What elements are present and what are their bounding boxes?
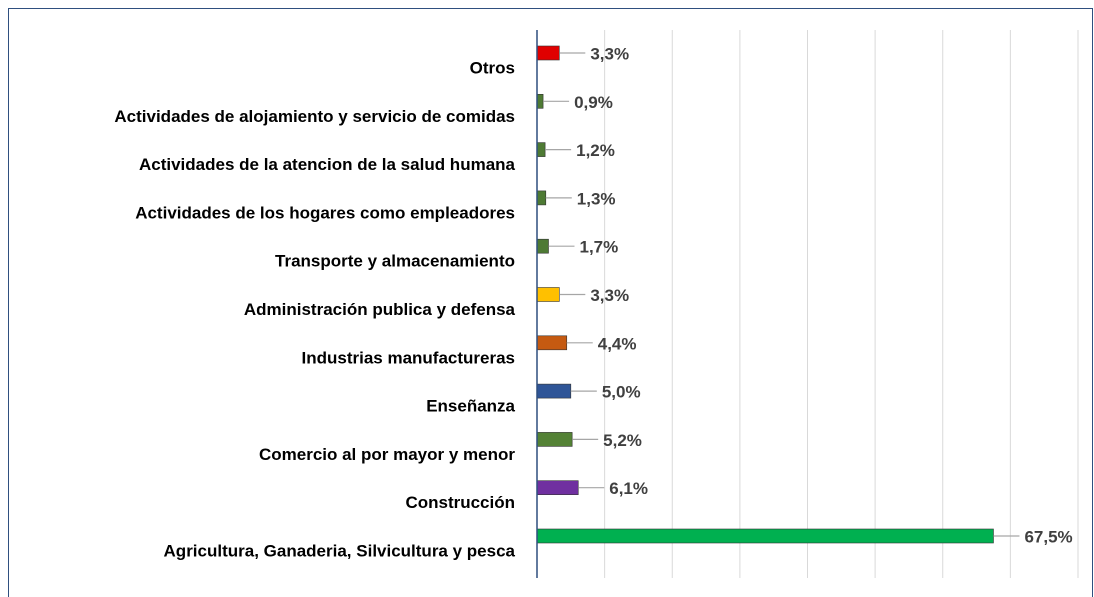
- y-tick-label: Agricultura, Ganaderia, Silvicultura y p…: [164, 541, 516, 560]
- bar: [536, 190, 547, 206]
- value-label: 5,2%: [603, 431, 642, 450]
- value-label: 67,5%: [1024, 527, 1072, 546]
- bar: [536, 287, 560, 302]
- bar: [536, 528, 994, 544]
- y-tick-label: Actividades de los hogares como empleado…: [135, 203, 515, 222]
- y-tick-label: Enseñanza: [426, 397, 515, 416]
- bar: [536, 335, 568, 351]
- bar: [536, 45, 560, 61]
- y-tick-label: Construcción: [405, 493, 515, 512]
- y-tick-label: Comercio al por mayor y menor: [259, 445, 515, 464]
- bar: [536, 142, 546, 157]
- value-label: 5,0%: [602, 383, 641, 402]
- value-label: 1,3%: [577, 189, 616, 208]
- value-label: 0,9%: [574, 93, 613, 112]
- y-tick-label: Otros: [470, 58, 515, 77]
- chart-border: [8, 8, 1093, 597]
- value-label: 3,3%: [590, 286, 629, 305]
- y-tick-label: Industrias manufactureras: [301, 348, 515, 367]
- value-label: 1,2%: [576, 141, 615, 160]
- bar: [536, 480, 579, 496]
- bar: [536, 238, 549, 254]
- bar: [536, 94, 544, 109]
- y-tick-label: Actividades de alojamiento y servicio de…: [114, 107, 515, 126]
- value-label: 6,1%: [609, 479, 648, 498]
- value-label: 4,4%: [598, 334, 637, 353]
- y-tick-label: Administración publica y defensa: [244, 300, 516, 319]
- bar: [536, 383, 572, 399]
- y-tick-label: Transporte y almacenamiento: [275, 252, 515, 271]
- value-label: 1,7%: [579, 238, 618, 257]
- y-tick-label: Actividades de la atencion de la salud h…: [139, 155, 516, 174]
- bar: [536, 432, 573, 447]
- value-label: 3,3%: [590, 44, 629, 63]
